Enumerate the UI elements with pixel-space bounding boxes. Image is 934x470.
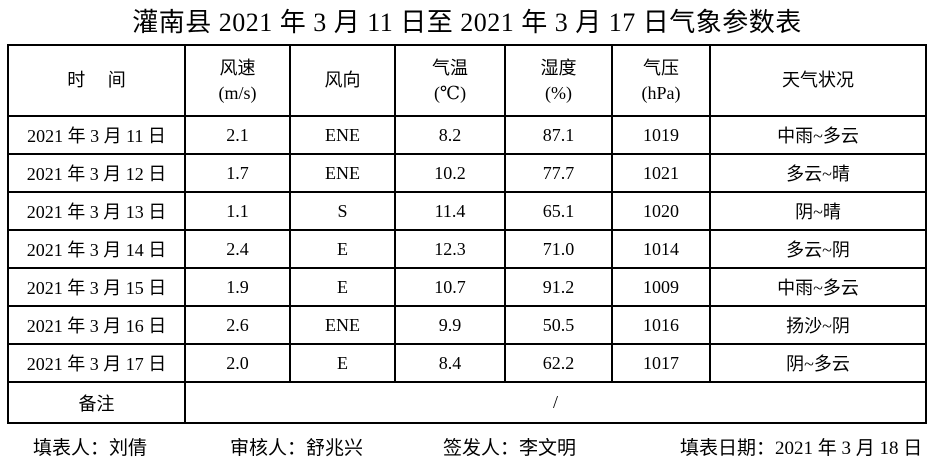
table-header-row: 时 间 风速 (m/s) 风向 气温 (℃) 湿度 (%) 气压 (hPa) 天… bbox=[7, 44, 927, 117]
table-row: 2021 年 3 月 17 日 2.0 E 8.4 62.2 1017 阴~多云 bbox=[7, 343, 927, 383]
fill-date-label: 填表日期：2021 年 3 月 18 日 bbox=[680, 438, 923, 459]
cell-date: 2021 年 3 月 17 日 bbox=[7, 343, 186, 383]
cell-weather: 扬沙~阴 bbox=[709, 305, 927, 345]
cell-wind-direction: ENE bbox=[289, 153, 396, 193]
remark-label: 备注 bbox=[7, 381, 186, 424]
col-header-weather: 天气状况 bbox=[709, 44, 927, 117]
cell-weather: 阴~多云 bbox=[709, 343, 927, 383]
remark-value: / bbox=[184, 381, 927, 424]
remark-row: 备注 / bbox=[7, 381, 927, 424]
cell-temperature: 10.2 bbox=[394, 153, 506, 193]
cell-date: 2021 年 3 月 13 日 bbox=[7, 191, 186, 231]
cell-humidity: 71.0 bbox=[504, 229, 613, 269]
cell-wind-direction: E bbox=[289, 267, 396, 307]
table-row: 2021 年 3 月 11 日 2.1 ENE 8.2 87.1 1019 中雨… bbox=[7, 115, 927, 155]
table-row: 2021 年 3 月 15 日 1.9 E 10.7 91.2 1009 中雨~… bbox=[7, 267, 927, 307]
table-row: 2021 年 3 月 12 日 1.7 ENE 10.2 77.7 1021 多… bbox=[7, 153, 927, 193]
cell-pressure: 1020 bbox=[611, 191, 711, 231]
cell-wind-speed: 1.9 bbox=[184, 267, 291, 307]
cell-weather: 阴~晴 bbox=[709, 191, 927, 231]
col-header-pressure: 气压 (hPa) bbox=[611, 44, 711, 117]
footer-signature-line: 填表人：刘倩 审核人：舒兆兴 签发人：李文明 填表日期：2021 年 3 月 1… bbox=[0, 424, 934, 464]
cell-wind-speed: 1.1 bbox=[184, 191, 291, 231]
cell-wind-speed: 1.7 bbox=[184, 153, 291, 193]
table-row: 2021 年 3 月 13 日 1.1 S 11.4 65.1 1020 阴~晴 bbox=[7, 191, 927, 231]
cell-pressure: 1016 bbox=[611, 305, 711, 345]
cell-pressure: 1021 bbox=[611, 153, 711, 193]
cell-wind-speed: 2.6 bbox=[184, 305, 291, 345]
cell-temperature: 10.7 bbox=[394, 267, 506, 307]
cell-pressure: 1019 bbox=[611, 115, 711, 155]
col-header-time: 时 间 bbox=[7, 44, 186, 117]
issuer-label: 签发人：李文明 bbox=[443, 438, 577, 459]
cell-weather: 中雨~多云 bbox=[709, 267, 927, 307]
cell-date: 2021 年 3 月 16 日 bbox=[7, 305, 186, 345]
cell-temperature: 11.4 bbox=[394, 191, 506, 231]
cell-pressure: 1017 bbox=[611, 343, 711, 383]
cell-humidity: 87.1 bbox=[504, 115, 613, 155]
cell-wind-direction: ENE bbox=[289, 305, 396, 345]
cell-temperature: 12.3 bbox=[394, 229, 506, 269]
cell-temperature: 8.4 bbox=[394, 343, 506, 383]
cell-weather: 多云~晴 bbox=[709, 153, 927, 193]
col-header-humidity: 湿度 (%) bbox=[504, 44, 613, 117]
cell-date: 2021 年 3 月 14 日 bbox=[7, 229, 186, 269]
col-header-wind-direction: 风向 bbox=[289, 44, 396, 117]
cell-wind-speed: 2.0 bbox=[184, 343, 291, 383]
cell-pressure: 1014 bbox=[611, 229, 711, 269]
cell-date: 2021 年 3 月 12 日 bbox=[7, 153, 186, 193]
table-row: 2021 年 3 月 14 日 2.4 E 12.3 71.0 1014 多云~… bbox=[7, 229, 927, 269]
cell-wind-direction: S bbox=[289, 191, 396, 231]
cell-wind-direction: ENE bbox=[289, 115, 396, 155]
page-title: 灌南县 2021 年 3 月 11 日至 2021 年 3 月 17 日气象参数… bbox=[132, 8, 802, 37]
cell-wind-direction: E bbox=[289, 229, 396, 269]
table-row: 2021 年 3 月 16 日 2.6 ENE 9.9 50.5 1016 扬沙… bbox=[7, 305, 927, 345]
reviewer-label: 审核人：舒兆兴 bbox=[230, 438, 364, 459]
col-header-temperature: 气温 (℃) bbox=[394, 44, 506, 117]
col-header-wind-speed: 风速 (m/s) bbox=[184, 44, 291, 117]
cell-weather: 多云~阴 bbox=[709, 229, 927, 269]
cell-wind-speed: 2.1 bbox=[184, 115, 291, 155]
weather-table: 时 间 风速 (m/s) 风向 气温 (℃) 湿度 (%) 气压 (hPa) 天… bbox=[7, 44, 927, 424]
cell-weather: 中雨~多云 bbox=[709, 115, 927, 155]
cell-humidity: 65.1 bbox=[504, 191, 613, 231]
preparer-label: 填表人：刘倩 bbox=[33, 438, 148, 459]
cell-date: 2021 年 3 月 11 日 bbox=[7, 115, 186, 155]
cell-humidity: 50.5 bbox=[504, 305, 613, 345]
cell-temperature: 8.2 bbox=[394, 115, 506, 155]
cell-temperature: 9.9 bbox=[394, 305, 506, 345]
cell-wind-speed: 2.4 bbox=[184, 229, 291, 269]
cell-humidity: 77.7 bbox=[504, 153, 613, 193]
cell-wind-direction: E bbox=[289, 343, 396, 383]
cell-pressure: 1009 bbox=[611, 267, 711, 307]
cell-humidity: 91.2 bbox=[504, 267, 613, 307]
cell-humidity: 62.2 bbox=[504, 343, 613, 383]
cell-date: 2021 年 3 月 15 日 bbox=[7, 267, 186, 307]
